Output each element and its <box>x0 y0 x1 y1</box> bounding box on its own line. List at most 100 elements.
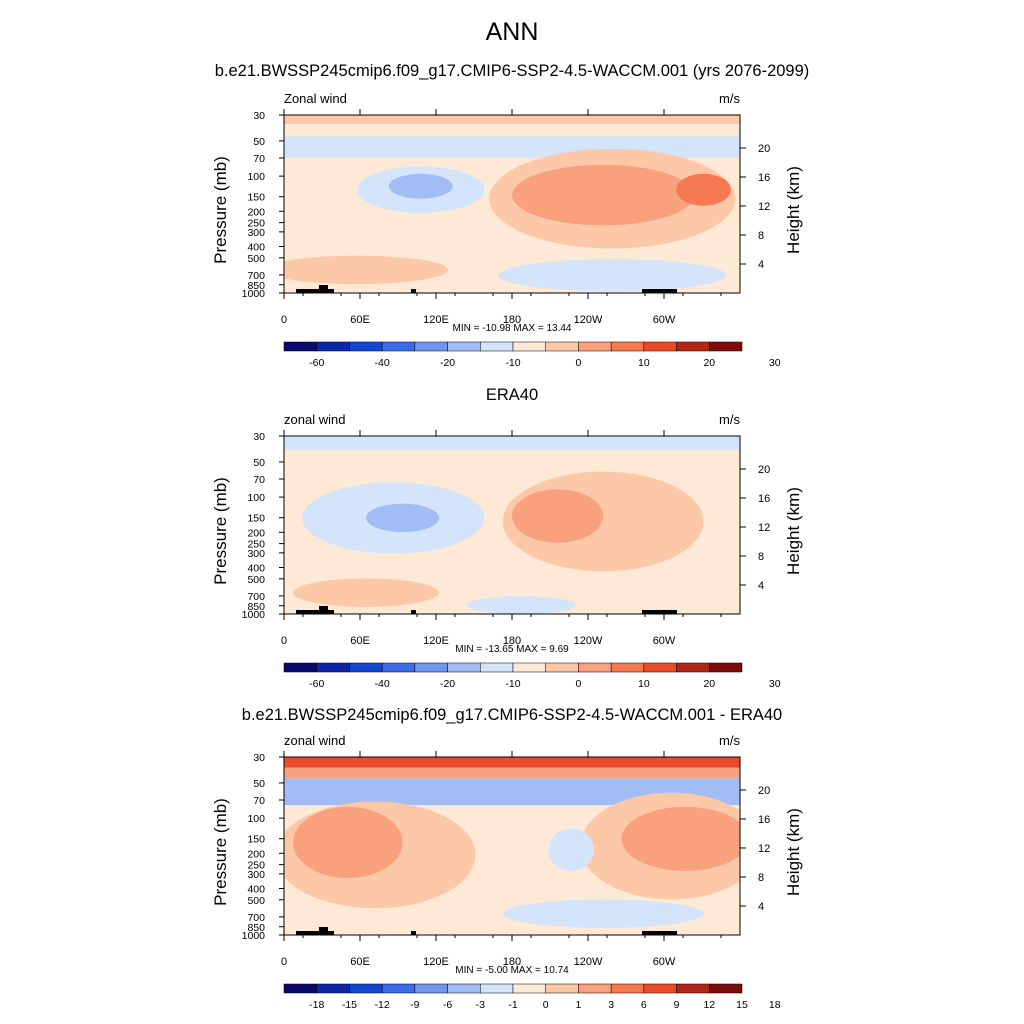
p-tick-label: 250 <box>247 218 265 230</box>
field-low-pos <box>284 255 449 285</box>
colorbar-box <box>610 341 645 352</box>
colorbar-box <box>414 341 448 352</box>
colorbar-label: 0 <box>576 357 582 369</box>
colorbar-label: -60 <box>309 678 324 690</box>
topography-block <box>319 285 328 289</box>
topography-block <box>411 610 416 614</box>
field-low-neg <box>502 899 704 928</box>
colorbar-box <box>480 662 514 673</box>
p-tick-label: 250 <box>247 539 265 551</box>
p-tick-label: 30 <box>253 752 265 764</box>
panel-left-label: zonal wind <box>284 412 345 427</box>
topography-block <box>411 931 416 935</box>
x-tick-label: 180 <box>503 956 521 968</box>
colorbar-box <box>545 662 579 673</box>
p-tick-label: 850 <box>247 280 265 292</box>
field-jet-mid <box>512 164 695 226</box>
panel-3-field <box>284 757 740 935</box>
colorbar-label: -40 <box>375 678 390 690</box>
p-tick-label: 100 <box>247 171 265 183</box>
panel-1-field <box>284 115 740 293</box>
x-tick-label: 180 <box>503 635 521 647</box>
x-tick-label: 0 <box>281 635 287 647</box>
colorbar-box <box>316 662 350 673</box>
p-tick-label: 700 <box>247 912 265 924</box>
field-pos-core-w <box>293 806 403 879</box>
p-tick-label: 850 <box>247 601 265 613</box>
colorbar-label: -40 <box>375 357 390 369</box>
colorbar-box <box>643 341 677 352</box>
colorbar-label: -10 <box>505 678 520 690</box>
p-tick-label: 70 <box>253 153 265 165</box>
z-tick-label: 12 <box>758 522 770 534</box>
colorbar-box <box>480 983 514 994</box>
topography-block <box>411 289 416 293</box>
stats-label: MIN = -13.65 MAX = 9.69 <box>455 644 569 655</box>
colorbar-label: -20 <box>440 678 455 690</box>
colorbar-label: 0 <box>543 999 549 1011</box>
colorbar-box <box>414 983 448 994</box>
colorbar-label: 0 <box>576 678 582 690</box>
p-tick-label: 150 <box>247 192 265 204</box>
x-tick-label: 0 <box>281 956 287 968</box>
field-blob-neg2 <box>366 503 440 533</box>
p-tick-label: 70 <box>253 795 265 807</box>
y-axis-title: Pressure (mb) <box>211 156 230 264</box>
topography-block <box>642 931 677 935</box>
panel2-title: ERA40 <box>485 386 539 404</box>
colorbar-box <box>610 662 645 673</box>
colorbar-box <box>578 341 612 352</box>
colorbar-box <box>316 983 350 994</box>
colorbar-box <box>381 662 416 673</box>
figure-subtitle: b.e21.BWSSP245cmip6.f09_g17.CMIP6-SSP2-4… <box>214 62 810 80</box>
y-axis-title: Pressure (mb) <box>211 477 230 585</box>
colorbar-box <box>643 983 677 994</box>
x-tick-label: 120W <box>574 314 603 326</box>
p-tick-label: 30 <box>253 110 265 122</box>
p-tick-label: 850 <box>247 922 265 934</box>
p-tick-label: 300 <box>247 227 265 239</box>
topography-block <box>296 610 334 614</box>
topography-block <box>319 927 328 931</box>
colorbar-box <box>349 341 383 352</box>
p-tick-label: 500 <box>247 253 265 265</box>
p-tick-label: 400 <box>247 883 265 895</box>
x-tick-label: 120E <box>423 956 449 968</box>
z-tick-label: 20 <box>758 464 770 476</box>
p-tick-label: 400 <box>247 562 265 574</box>
p-tick-label: 700 <box>247 591 265 603</box>
topography-block <box>296 289 334 293</box>
colorbar-label: 3 <box>608 999 614 1011</box>
colorbar-box <box>545 341 579 352</box>
p-tick-label: 700 <box>247 270 265 282</box>
colorbar-label: 30 <box>769 357 781 369</box>
colorbar-label: -15 <box>342 999 357 1011</box>
field-jet-core <box>511 489 604 543</box>
colorbar-label: -3 <box>476 999 485 1011</box>
panel-units-label: m/s <box>719 91 740 106</box>
colorbar-box <box>709 983 743 994</box>
panel-left-label: zonal wind <box>284 733 345 748</box>
field-neg-blob <box>548 828 595 871</box>
colorbar-box <box>709 341 743 352</box>
colorbar-label: -12 <box>375 999 390 1011</box>
colorbar-label: 1 <box>576 999 582 1011</box>
p-tick-label: 200 <box>247 206 265 218</box>
colorbar-box <box>578 983 612 994</box>
panel-left-label: Zonal wind <box>284 91 347 106</box>
p-tick-label: 150 <box>247 513 265 525</box>
p-tick-label: 150 <box>247 834 265 846</box>
colorbar-label: 6 <box>641 999 647 1011</box>
panel-2-plot <box>279 430 746 673</box>
x-tick-label: 60E <box>350 956 370 968</box>
colorbar-box <box>316 341 350 352</box>
topography-block <box>642 610 677 614</box>
colorbar-box <box>283 983 317 994</box>
topography-block <box>319 606 328 610</box>
p-tick-label: 50 <box>253 136 265 148</box>
z-tick-label: 20 <box>758 143 770 155</box>
z-tick-label: 4 <box>758 580 764 592</box>
z-tick-label: 16 <box>758 493 770 505</box>
p-tick-label: 1000 <box>242 609 266 621</box>
